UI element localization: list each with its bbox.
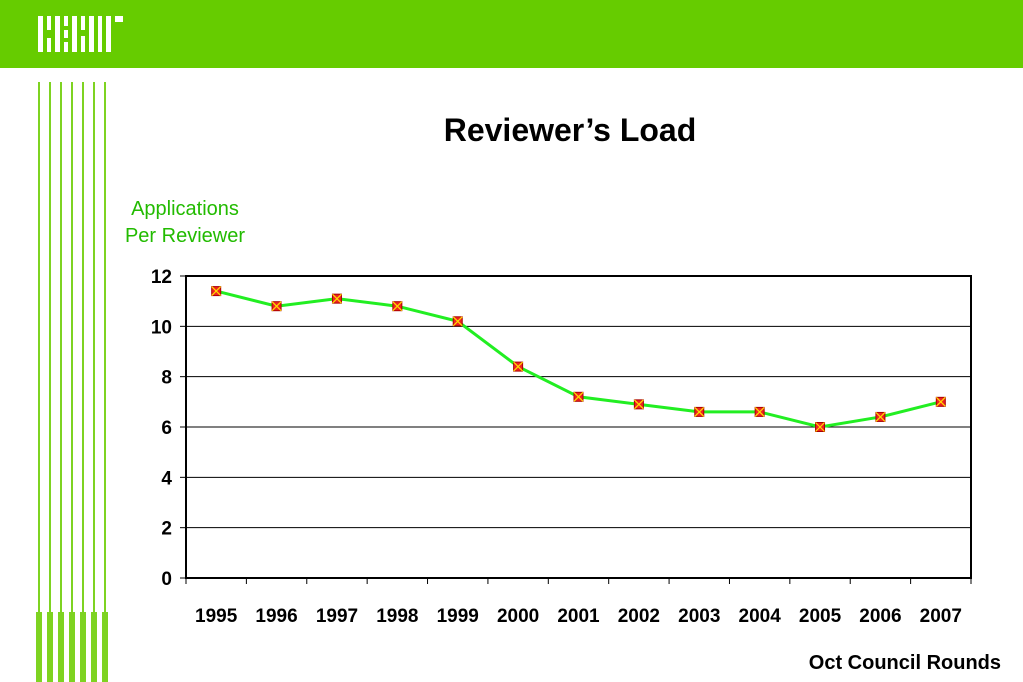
logo-icon xyxy=(38,16,123,52)
y-tick-label: 12 xyxy=(151,267,172,288)
x-tick-label: 1998 xyxy=(376,606,418,627)
y-tick-label: 0 xyxy=(161,569,172,590)
x-tick-label: 2004 xyxy=(739,606,782,627)
y-axis-label-line1: Applications xyxy=(131,198,239,220)
data-point xyxy=(271,301,282,312)
y-axis-label: Applications Per Reviewer xyxy=(100,196,270,250)
y-axis-label-line2: Per Reviewer xyxy=(124,225,246,247)
data-point xyxy=(875,411,886,422)
x-tick-label: 2007 xyxy=(920,606,962,627)
x-tick-label: 1995 xyxy=(195,606,238,627)
y-tick-label: 2 xyxy=(161,519,172,540)
data-point xyxy=(935,396,946,407)
data-point xyxy=(573,391,584,402)
x-tick-label: 1997 xyxy=(316,606,358,627)
data-point xyxy=(452,316,463,327)
x-axis-label: Oct Council Rounds xyxy=(808,652,1001,674)
plot-area xyxy=(185,275,972,579)
data-point xyxy=(331,293,342,304)
data-point xyxy=(754,406,765,417)
data-point xyxy=(633,399,644,410)
x-tick-label: 2006 xyxy=(859,606,901,627)
x-tick-label: 2002 xyxy=(618,606,660,627)
data-point xyxy=(392,301,403,312)
series-line xyxy=(215,289,942,429)
x-tick-label: 2005 xyxy=(799,606,842,627)
decorative-stripes xyxy=(36,82,108,682)
y-tick-label: 6 xyxy=(161,418,172,439)
data-point xyxy=(211,286,222,297)
x-tick-label: 2000 xyxy=(497,606,539,627)
data-point xyxy=(815,422,826,432)
y-tick-label: 4 xyxy=(161,468,172,489)
x-tick-label: 1999 xyxy=(437,606,479,627)
x-tick-label: 2001 xyxy=(557,606,600,627)
header-bar xyxy=(0,0,1023,68)
data-point xyxy=(694,406,705,417)
y-tick-label: 10 xyxy=(151,317,172,338)
x-tick-label: 2003 xyxy=(678,606,720,627)
chart-title: Reviewer’s Load xyxy=(443,112,697,148)
x-tick-label: 1996 xyxy=(255,606,297,627)
data-point xyxy=(513,361,524,372)
y-tick-label: 8 xyxy=(161,368,172,389)
